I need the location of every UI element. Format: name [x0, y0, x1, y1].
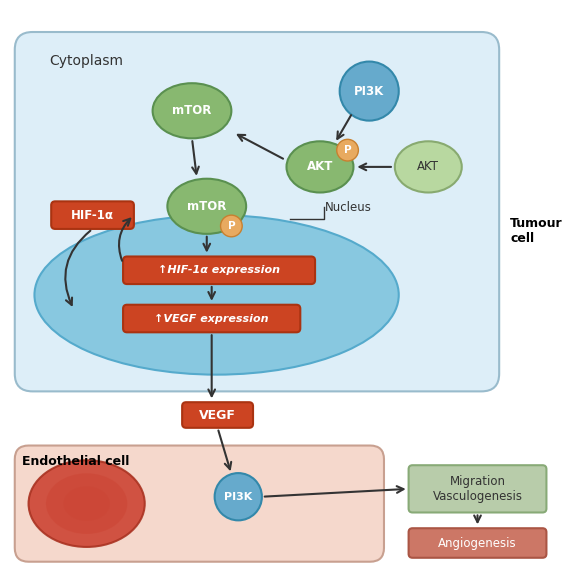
- Ellipse shape: [152, 83, 231, 138]
- Text: mTOR: mTOR: [187, 200, 226, 213]
- Text: Nucleus: Nucleus: [325, 201, 372, 214]
- Text: mTOR: mTOR: [172, 104, 211, 118]
- FancyBboxPatch shape: [182, 402, 253, 428]
- Text: AKT: AKT: [307, 160, 333, 173]
- Ellipse shape: [46, 473, 127, 534]
- Text: PI3K: PI3K: [224, 492, 252, 502]
- Text: AKT: AKT: [417, 160, 439, 173]
- Ellipse shape: [125, 255, 308, 335]
- Text: ↑HIF-1α expression: ↑HIF-1α expression: [158, 265, 280, 275]
- Circle shape: [337, 139, 358, 161]
- Circle shape: [215, 473, 262, 520]
- FancyBboxPatch shape: [15, 32, 499, 391]
- Ellipse shape: [167, 179, 246, 234]
- Text: VEGF: VEGF: [199, 408, 236, 422]
- Ellipse shape: [34, 215, 399, 374]
- FancyBboxPatch shape: [123, 305, 300, 332]
- Text: P: P: [344, 145, 351, 155]
- Text: HIF-1α: HIF-1α: [71, 209, 114, 222]
- Circle shape: [340, 62, 399, 120]
- Text: PI3K: PI3K: [354, 85, 384, 97]
- Text: Tumour
cell: Tumour cell: [510, 217, 563, 245]
- Ellipse shape: [74, 233, 359, 357]
- FancyBboxPatch shape: [409, 465, 547, 513]
- Circle shape: [221, 215, 242, 237]
- FancyBboxPatch shape: [123, 256, 315, 284]
- Text: ↑VEGF expression: ↑VEGF expression: [155, 313, 269, 324]
- Ellipse shape: [395, 141, 462, 192]
- Text: Angiogenesis: Angiogenesis: [438, 536, 517, 550]
- FancyBboxPatch shape: [15, 445, 384, 562]
- Ellipse shape: [286, 141, 354, 192]
- Text: P: P: [227, 221, 235, 231]
- FancyBboxPatch shape: [409, 528, 547, 558]
- Text: Cytoplasm: Cytoplasm: [49, 54, 123, 67]
- FancyBboxPatch shape: [51, 202, 134, 229]
- Ellipse shape: [29, 460, 145, 547]
- Text: Migration
Vasculogenesis: Migration Vasculogenesis: [433, 475, 523, 503]
- Text: Endothelial cell: Endothelial cell: [22, 456, 129, 468]
- Ellipse shape: [64, 486, 110, 521]
